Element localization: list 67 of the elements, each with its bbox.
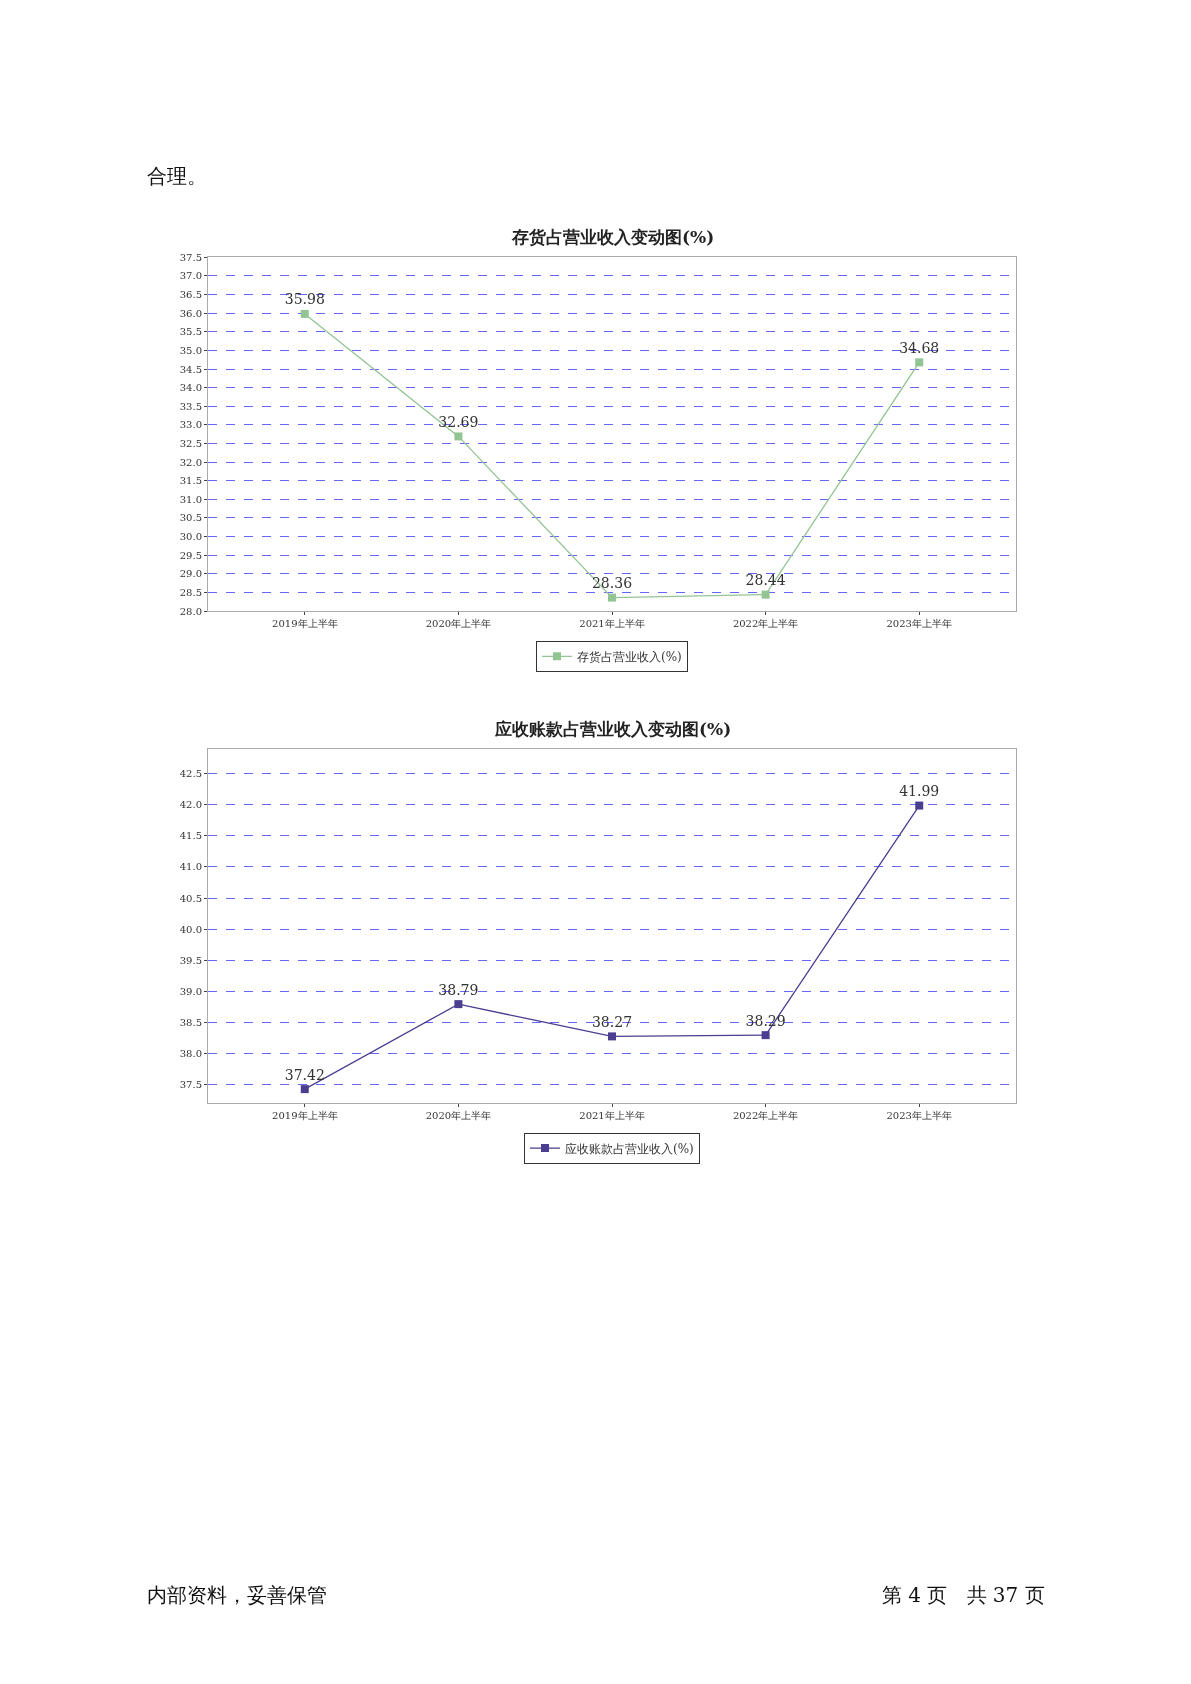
y-tick-label: 30.5 xyxy=(179,512,202,524)
y-tick-label: 35.0 xyxy=(179,344,202,356)
y-tick-label: 34.0 xyxy=(179,382,202,394)
text: 内部资料，妥善保管 xyxy=(147,1583,327,1607)
x-tick-label: 2019年上半年 xyxy=(272,618,338,630)
x-tick-label: 2020年上半年 xyxy=(425,618,492,630)
y-tick-label: 37.5 xyxy=(179,251,202,263)
chart-title: 应收账款占营业收入变动图(%) xyxy=(494,719,732,739)
chart-title: 存货占营业收入变动图(%) xyxy=(511,227,715,247)
data-label: 38.79 xyxy=(438,981,479,998)
y-tick-label: 42.0 xyxy=(179,799,202,811)
data-label: 35.98 xyxy=(284,291,325,308)
point xyxy=(300,309,309,318)
data-label: 38.27 xyxy=(591,1013,633,1030)
data-label: 37.42 xyxy=(284,1066,325,1083)
point xyxy=(608,1032,616,1041)
data-label: 28.44 xyxy=(745,572,786,589)
y-tick-label: 33.5 xyxy=(179,400,202,412)
y-tick-label: 33.0 xyxy=(179,419,202,431)
y-tick-label: 41.0 xyxy=(179,861,202,873)
y-tick-label: 29.0 xyxy=(179,568,202,580)
data-label: 28.36 xyxy=(591,575,633,592)
y-tick-label: 38.5 xyxy=(179,1016,202,1028)
x-tick-label: 2021年上半年 xyxy=(579,618,645,630)
y-tick-label: 39.5 xyxy=(179,954,202,966)
y-tick-label: 31.5 xyxy=(179,475,202,487)
y-tick-label: 29.5 xyxy=(179,549,202,561)
data-label: 41.99 xyxy=(899,783,940,800)
x-tick-label: 2023年上半年 xyxy=(886,618,952,630)
legend-label: 应收账款占营业收入(%) xyxy=(565,1141,694,1156)
x-tick-label: 2022年上半年 xyxy=(732,1109,799,1121)
point xyxy=(915,358,924,367)
point xyxy=(761,1031,770,1040)
x-tick-label: 2020年上半年 xyxy=(425,1109,492,1121)
data-label: 32.69 xyxy=(438,413,479,430)
y-tick-label: 39.0 xyxy=(179,985,202,997)
text: 第 4 页 共 37 页 xyxy=(882,1583,1045,1607)
y-tick-label: 38.0 xyxy=(179,1047,202,1059)
y-tick-label: 34.5 xyxy=(179,363,202,375)
point xyxy=(915,801,924,810)
y-tick-label: 32.5 xyxy=(179,437,202,449)
point xyxy=(454,432,463,441)
x-tick-label: 2019年上半年 xyxy=(272,1109,338,1121)
y-tick-label: 42.5 xyxy=(179,768,202,780)
data-label: 34.68 xyxy=(899,339,940,356)
y-tick-label: 35.5 xyxy=(179,326,202,338)
point xyxy=(300,1085,309,1094)
y-tick-label: 37.0 xyxy=(179,270,202,282)
y-tick-label: 28.5 xyxy=(179,586,202,598)
y-tick-label: 41.5 xyxy=(179,830,202,842)
y-tick-label: 36.0 xyxy=(179,307,202,319)
legend-label: 存货占营业收入(%) xyxy=(577,650,682,664)
y-tick-label: 37.5 xyxy=(179,1078,202,1090)
point xyxy=(761,590,770,599)
y-tick-label: 30.0 xyxy=(179,531,202,543)
y-tick-label: 31.0 xyxy=(179,493,202,505)
y-tick-label: 28.0 xyxy=(179,605,202,617)
y-tick-label: 36.5 xyxy=(179,289,202,301)
y-tick-label: 32.0 xyxy=(179,456,202,468)
x-tick-label: 2021年上半年 xyxy=(579,1109,645,1121)
point xyxy=(454,1000,463,1009)
text: 合理。 xyxy=(147,164,207,188)
y-tick-label: 40.0 xyxy=(179,923,202,935)
x-tick-label: 2023年上半年 xyxy=(886,1109,952,1121)
x-tick-label: 2022年上半年 xyxy=(732,618,799,630)
point xyxy=(608,593,616,602)
y-tick-label: 40.5 xyxy=(179,892,202,904)
